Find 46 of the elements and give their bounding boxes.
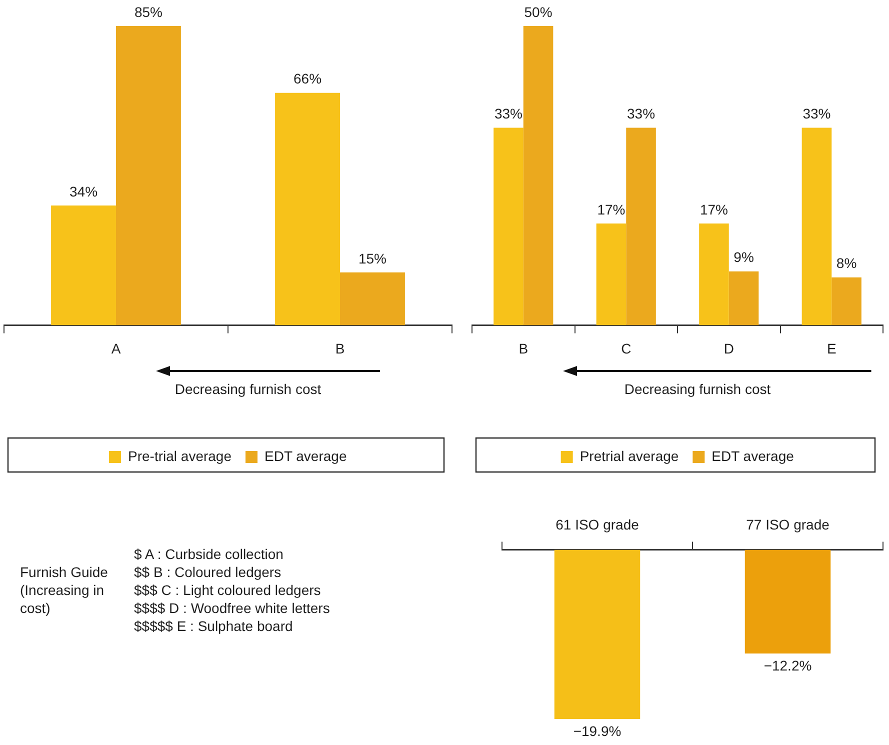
data-label: 33%	[627, 106, 656, 122]
text: $$ B : Coloured ledgers	[134, 563, 282, 581]
bar	[802, 128, 832, 326]
x-tick-label: A	[111, 340, 122, 356]
data-label: 17%	[700, 201, 728, 218]
bar	[275, 92, 340, 326]
bar	[523, 26, 554, 326]
bar	[728, 271, 759, 326]
data-label: 66%	[294, 70, 322, 87]
bar	[626, 128, 656, 326]
x-tick-label: B	[518, 340, 528, 356]
x-tick-label: E	[826, 340, 836, 356]
legend-label: Pretrial average	[580, 448, 679, 464]
data-label: 50%	[524, 4, 552, 20]
data-label: 15%	[358, 250, 386, 266]
bar	[340, 272, 405, 326]
bar	[51, 206, 116, 326]
x-tick-label: D	[724, 340, 734, 356]
data-label: −19.9%	[573, 722, 622, 739]
legend-label: Pre-trial average	[128, 448, 232, 464]
data-label: 8%	[836, 255, 857, 272]
data-label: 85%	[134, 4, 162, 20]
data-label: 33%	[494, 106, 522, 122]
x-tick-label: 61 ISO grade	[556, 516, 640, 532]
text: $ A : Curbside collection	[134, 545, 284, 563]
data-label: 34%	[70, 183, 98, 200]
bar	[116, 26, 181, 326]
text: $$$$$ E : Sulphate board	[134, 617, 294, 635]
x-tick-label: B	[335, 340, 345, 356]
data-label: 33%	[802, 106, 831, 122]
bar	[832, 277, 862, 326]
text: Decreasing furnish cost	[624, 381, 771, 398]
legend-label: EDT average	[264, 448, 347, 464]
bar	[494, 128, 524, 326]
text: Furnish Guide (Increasing in cost)	[20, 563, 109, 618]
data-label: 9%	[734, 249, 754, 266]
text: $$$ C : Light coloured ledgers	[134, 581, 322, 599]
bar	[699, 223, 729, 326]
data-label: 17%	[597, 201, 626, 218]
text: $$$$ D : Woodfree white letters	[134, 599, 330, 617]
data-label: −12.2%	[764, 657, 812, 674]
bar	[596, 223, 626, 326]
x-tick-label: C	[621, 340, 632, 356]
text: Decreasing furnish cost	[174, 381, 322, 398]
x-tick-label: 77 ISO grade	[746, 516, 830, 532]
legend-label: EDT average	[712, 448, 794, 464]
